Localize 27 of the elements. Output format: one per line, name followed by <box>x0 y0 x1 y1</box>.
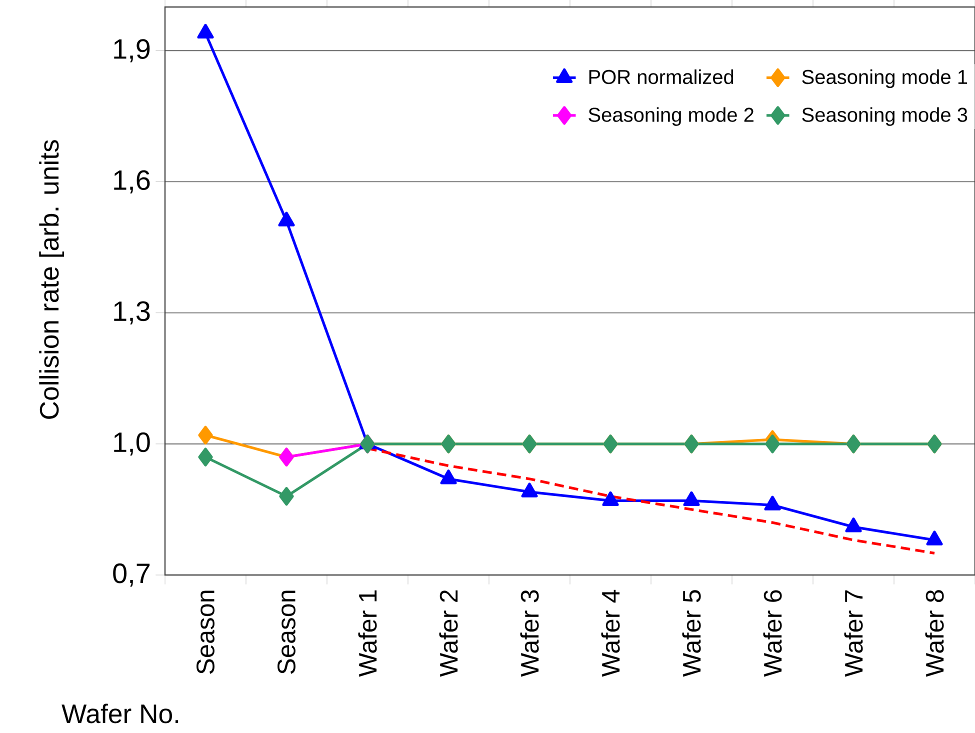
y-tick-label: 1,0 <box>114 432 150 456</box>
x-tick-label: Wafer 8 <box>925 590 944 677</box>
x-tick-label: Season <box>196 590 214 674</box>
x-tick-label: Wafer 3 <box>520 590 539 677</box>
x-tick-label: Wafer 7 <box>844 590 863 677</box>
legend-label: Seasoning mode 3 <box>802 107 968 126</box>
x-axis-title: Wafer No. <box>62 704 178 724</box>
legend-label: Seasoning mode 2 <box>588 107 754 126</box>
point <box>197 24 214 39</box>
x-tick-label: Season <box>278 590 296 674</box>
point <box>279 487 294 506</box>
legend-label: POR normalized <box>589 69 734 84</box>
x-tick-label: Wafer 4 <box>601 590 620 677</box>
x-tick-label: Wafer 1 <box>358 590 377 677</box>
x-tick-label: Wafer 5 <box>682 590 701 677</box>
y-tick-label: 1,3 <box>114 301 150 324</box>
point <box>198 426 213 445</box>
point <box>278 212 295 226</box>
y-tick-label: 1,6 <box>114 170 150 194</box>
y-tick-label: 0,7 <box>113 563 150 587</box>
x-tick-label: Wafer 2 <box>439 590 458 677</box>
y-tick-label: 1,9 <box>114 39 150 62</box>
x-tick-label: Wafer 6 <box>763 590 782 677</box>
point <box>198 448 213 466</box>
legend-label: Seasoning mode 1 <box>802 69 968 88</box>
y-axis-title: Collision rate [arb. units <box>39 140 64 419</box>
point <box>765 434 780 454</box>
